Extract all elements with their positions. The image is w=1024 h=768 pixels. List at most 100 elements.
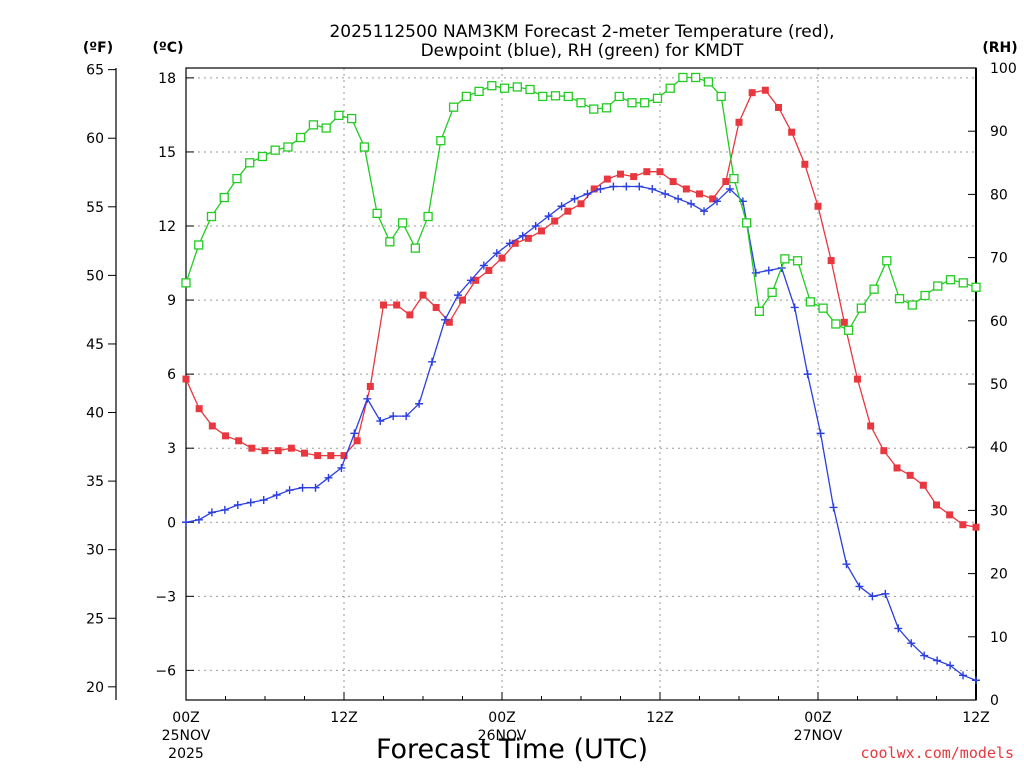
dewpoint-point [816,429,825,438]
temperature-point [880,447,888,455]
dewpoint-point [531,222,540,230]
dewpoint-point [868,592,877,601]
temperature-point [248,444,256,452]
rh-point [194,240,204,250]
dewpoint-point [182,518,190,527]
dewpoint-point [466,276,475,285]
fahrenheit-tick-label: 65 [86,63,104,79]
dewpoint-point [583,189,592,198]
dewpoint-point [492,249,501,258]
dewpoint-point [842,560,851,569]
temperature-point [432,303,440,311]
temperature-point [748,89,756,97]
dewpoint-point [687,199,696,208]
rh-tick-label: 0 [990,693,999,709]
dewpoint-point [674,194,683,203]
temperature-point [669,178,677,186]
dewpoint-point [311,483,320,492]
rh-point [818,303,828,313]
temperature-point [603,175,611,183]
temperature-point [564,207,572,215]
rh-point [665,83,675,93]
dewpoint-point [609,182,618,191]
grid-lines [186,68,976,700]
x-tick-date: 25NOV [162,728,211,744]
dewpoint-point [363,394,372,403]
rh-point [563,91,573,102]
dewpoint-point [661,189,670,198]
dewpoint-point [829,503,838,512]
plot-area-frame [185,67,977,701]
dewpoint-point [479,261,488,270]
rh-point [601,103,612,113]
rh-point [691,72,701,83]
dewpoint-point [764,266,773,275]
temperature-point [867,422,875,430]
temperature-point [840,318,848,326]
temperature-point [472,276,480,284]
dewpoint-point [700,207,709,216]
rh-point [754,306,765,316]
rh-point [423,211,433,222]
rh-point [767,287,777,298]
rh-tick-label: 80 [990,187,1008,203]
rh-point [882,256,892,266]
x-tick-label: 12Z [330,710,357,726]
rh-point [474,86,484,97]
temperature-point [301,449,308,457]
rh-point [219,192,229,203]
rh-point [499,83,510,93]
temperature-point [761,86,769,94]
temperature-point [735,118,743,126]
rh-point [346,113,357,124]
rh-point [245,158,255,168]
x-tick-label: 12Z [646,710,673,726]
rh-point [729,173,739,184]
rh-point [181,278,191,288]
rh-tick-label: 90 [990,124,1008,140]
unit-celsius-label: (ºC) [153,40,184,56]
dewpoint-point [635,182,644,191]
dewpoint-point [959,671,968,680]
temperature-point [906,471,914,479]
celsius-tick-label: 3 [167,441,176,457]
rh-point [436,136,446,146]
rh-point [589,104,599,114]
rh-point [270,145,280,155]
dewpoint-point [350,429,359,438]
temperature-point [814,202,822,210]
rh-point [525,84,535,95]
dewpoint-line [185,185,977,681]
celsius-tick-label: 15 [158,145,176,161]
x-axis-label: Forecast Time (UTC) [376,734,648,765]
rh-point [257,151,268,162]
rh-point [321,123,331,133]
rh-tick-label: 50 [990,377,1008,393]
dewpoint-point [220,505,229,514]
temperature-point [419,291,427,299]
celsius-tick-label: 12 [158,219,176,235]
temperature-point [208,422,216,430]
dewpoint-point [596,184,605,193]
rh-point [703,77,714,87]
watermark: coolwx.com/models [860,744,1014,762]
temperature-point [577,200,585,208]
dewpoint-point [441,315,450,324]
rh-tick-label: 70 [990,251,1008,267]
rh-point [894,294,905,304]
rh-point [385,237,395,247]
temperature-point [538,227,545,235]
temperature-point [406,311,414,319]
dewpoint-point [648,184,657,193]
dewpoint-point [272,491,281,500]
rh-point [640,98,650,108]
rh-point [206,211,217,222]
temperature-point [590,185,598,193]
unit-rh-label: (RH) [982,40,1017,56]
temperature-point [946,511,954,519]
rh-tick-label: 10 [990,630,1008,646]
x-tick-label: 12Z [962,710,989,726]
rh-point [843,325,854,335]
dewpoint-point [946,661,955,670]
rh-tick-label: 60 [990,314,1008,330]
